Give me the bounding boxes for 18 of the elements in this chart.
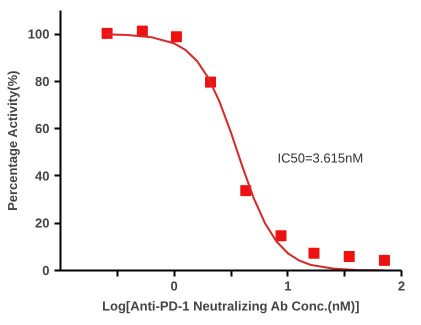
x-tick-label: 0 bbox=[170, 278, 178, 294]
y-tick-label: 0 bbox=[42, 263, 50, 278]
x-tick-label: 2 bbox=[398, 278, 406, 294]
y-tick-label: 80 bbox=[35, 74, 50, 89]
y-tick-label: 40 bbox=[35, 168, 50, 184]
point bbox=[344, 251, 355, 262]
x-axis-title: Log[Anti-PD-1 Neutralizing Ab Conc.(nM)] bbox=[102, 298, 360, 314]
annotation: IC50=3.615nM bbox=[278, 150, 364, 166]
point bbox=[276, 230, 287, 242]
y-tick-label: 100 bbox=[28, 26, 50, 42]
y-tick-label: 20 bbox=[35, 216, 50, 231]
point bbox=[378, 254, 390, 266]
x-tick-label: 1 bbox=[284, 278, 292, 294]
y-tick-label: 60 bbox=[35, 121, 50, 136]
point bbox=[136, 26, 148, 37]
point bbox=[308, 248, 320, 259]
point bbox=[170, 31, 182, 42]
y-axis-title: Percentage Activity(%) bbox=[4, 70, 20, 211]
